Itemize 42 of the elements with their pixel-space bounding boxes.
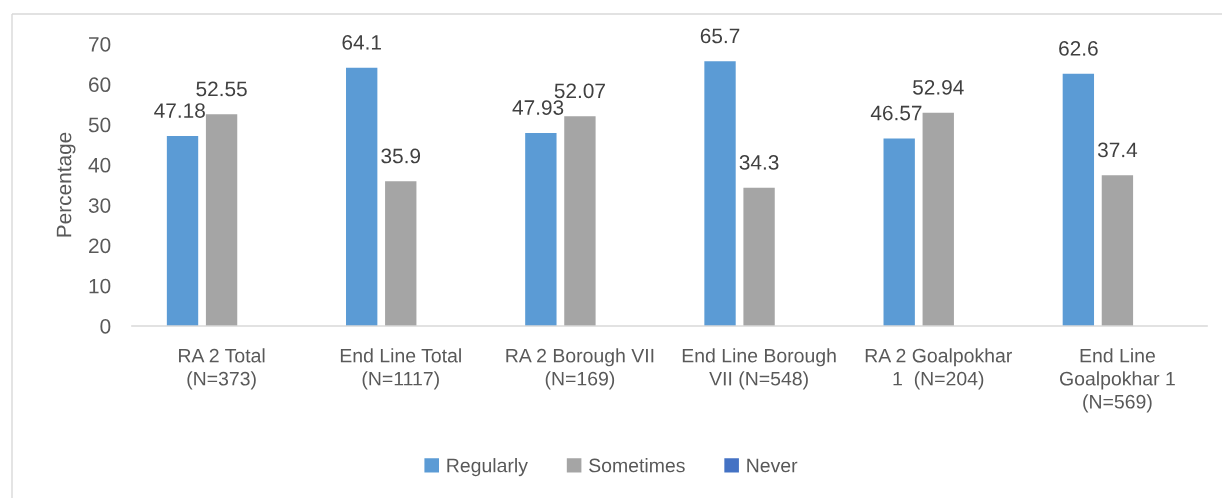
bar	[883, 138, 915, 326]
data-label: 52.94	[913, 79, 964, 95]
bar	[525, 132, 557, 326]
bar	[564, 116, 596, 326]
data-label: 34.3	[739, 155, 779, 170]
data-label: 47.18	[154, 103, 205, 118]
x-tick-label: RA 2 Goalpokhar 1 (N=204)	[865, 348, 1012, 390]
x-tick-label: RA 2 Borough VII (N=169)	[506, 348, 654, 390]
data-label: 37.4	[1097, 142, 1138, 158]
bar	[704, 61, 736, 326]
bar	[922, 112, 954, 326]
data-label: 65.7	[700, 28, 740, 44]
data-label: 62.6	[1059, 41, 1098, 56]
y-tick-label: 60	[89, 77, 111, 93]
legend-label: Regularly	[447, 458, 528, 477]
data-label: 35.9	[381, 148, 421, 164]
x-tick-label: RA 2 Total (N=373)	[179, 348, 265, 390]
bar	[166, 135, 199, 326]
y-tick-label: 10	[89, 278, 111, 294]
bar	[1101, 175, 1134, 326]
bar	[385, 181, 417, 326]
x-tick-label: End Line Total (N=1117)	[340, 348, 461, 390]
x-tick-label: End Line Borough VII (N=548)	[682, 348, 836, 390]
x-tick-label: End Line Goalpokhar 1 (N=569)	[1060, 348, 1175, 413]
y-tick-label: 20	[89, 238, 111, 254]
data-label: 52.55	[196, 81, 247, 97]
y-tick-label: 0	[100, 319, 111, 334]
legend-label: Never	[747, 458, 798, 473]
bar	[205, 114, 238, 326]
legend-label: Sometimes	[589, 458, 685, 473]
data-label: 52.07	[554, 83, 605, 99]
data-label: 47.93	[512, 100, 564, 115]
data-label: 64.1	[342, 35, 381, 50]
bar	[346, 67, 378, 326]
y-tick-label: 40	[88, 157, 111, 173]
y-tick-label: 70	[89, 37, 111, 52]
bar	[743, 187, 775, 326]
bar	[1062, 73, 1095, 326]
data-label: 46.57	[870, 105, 922, 121]
y-axis-title: Percentage	[56, 132, 76, 237]
y-tick-label: 30	[88, 198, 111, 213]
y-tick-label: 50	[88, 117, 111, 133]
